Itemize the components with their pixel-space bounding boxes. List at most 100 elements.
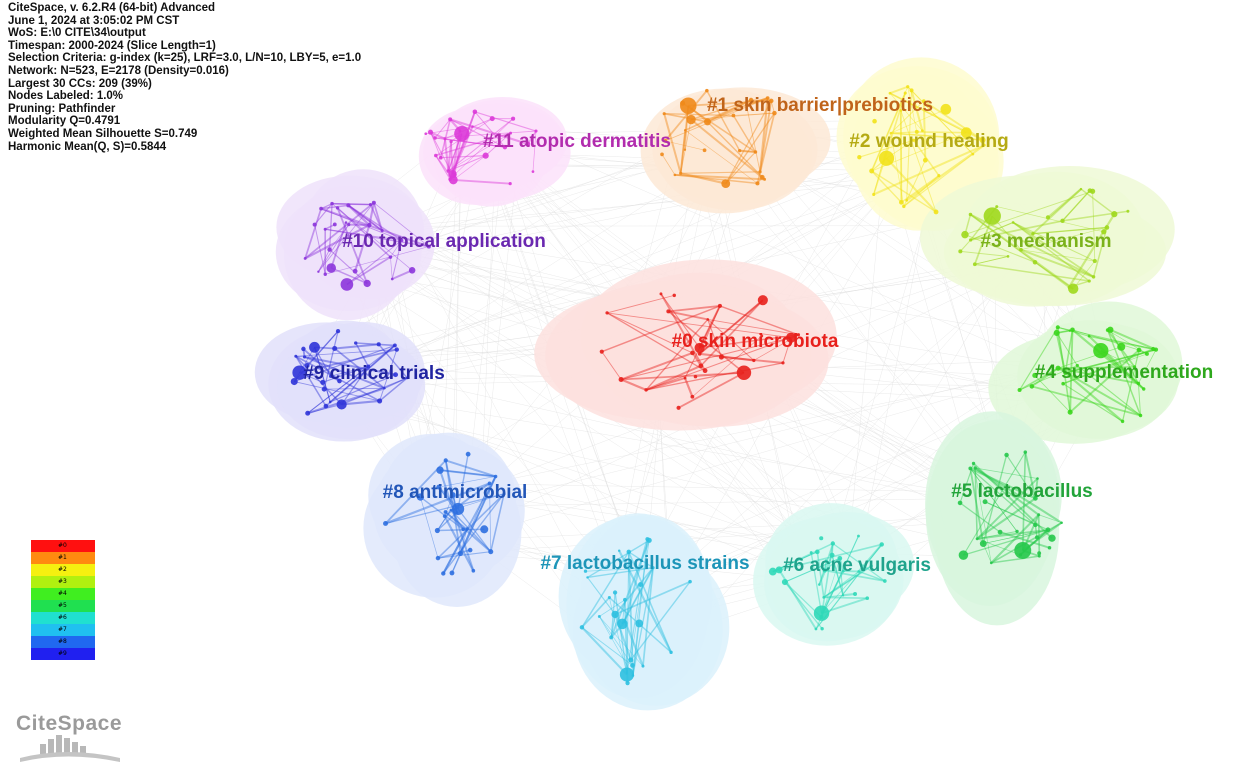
- citation-node: [995, 205, 999, 209]
- cluster-edge: [436, 509, 452, 531]
- citation-node: [641, 664, 645, 668]
- cluster-edge: [871, 170, 902, 203]
- cluster-edge: [329, 345, 396, 403]
- citation-node: [451, 502, 465, 516]
- cluster-edge: [1020, 249, 1095, 262]
- cluster-edge: [818, 543, 834, 585]
- citation-node: [1017, 388, 1022, 393]
- citation-node: [869, 168, 875, 174]
- citation-node: [922, 99, 926, 103]
- citation-node: [888, 91, 892, 95]
- cluster-edge: [739, 150, 756, 153]
- summary-line: Weighted Mean Silhouette S=0.749: [8, 127, 198, 140]
- citation-node: [1105, 328, 1110, 332]
- cluster-edge: [295, 355, 327, 407]
- citation-node: [1142, 387, 1146, 391]
- citation-node: [899, 109, 903, 112]
- cluster-edge: [1057, 367, 1139, 385]
- cluster-edge: [664, 113, 734, 117]
- cluster-label: #4 supplementation: [1035, 362, 1213, 383]
- citation-node: [488, 549, 494, 555]
- citation-node: [1055, 365, 1061, 371]
- citation-node: [461, 527, 466, 532]
- cluster-edge: [784, 557, 841, 583]
- cluster-edge: [369, 204, 383, 231]
- citation-node: [1104, 225, 1110, 230]
- citation-node: [511, 116, 516, 121]
- citation-node: [377, 398, 383, 404]
- cluster-edge: [448, 132, 511, 172]
- cluster-area: [368, 433, 497, 557]
- summary-line: Timespan: 2000-2024 (Slice Length=1): [8, 39, 216, 52]
- citation-node: [366, 364, 371, 369]
- citation-node: [323, 272, 327, 276]
- cluster-edge: [645, 334, 799, 391]
- citation-node: [1047, 546, 1052, 550]
- citation-node: [693, 374, 698, 379]
- cluster-edge: [599, 599, 626, 617]
- cluster-edge: [970, 213, 1094, 278]
- citation-node: [736, 365, 752, 380]
- citation-node: [305, 410, 311, 416]
- citation-node: [814, 627, 818, 631]
- cluster-edge: [970, 221, 1014, 241]
- cluster-edge: [620, 337, 792, 381]
- cluster-edge: [448, 155, 486, 172]
- cluster-edge: [294, 381, 380, 402]
- summary-line: Pruning: Pathfinder: [8, 102, 116, 115]
- cluster-edge: [725, 151, 756, 185]
- citation-node: [1032, 259, 1038, 265]
- cluster-edge: [341, 366, 369, 405]
- citespace-logo: CiteSpace: [12, 708, 124, 764]
- citation-node: [605, 311, 609, 315]
- legend-swatch: #4: [31, 588, 95, 600]
- citation-node: [1034, 535, 1039, 540]
- citation-node: [914, 129, 919, 134]
- citation-node: [1093, 342, 1109, 359]
- citation-node: [354, 341, 358, 345]
- citation-node: [683, 148, 687, 151]
- cluster-edge: [1109, 328, 1157, 351]
- cluster-edge: [1065, 349, 1157, 374]
- cluster-area: [768, 519, 904, 640]
- citation-node: [961, 230, 969, 239]
- network-edges: [293, 85, 1157, 684]
- cluster-edge: [330, 366, 369, 377]
- cluster-edge: [1121, 349, 1140, 422]
- citation-node: [753, 150, 758, 154]
- citation-node: [1037, 554, 1041, 558]
- summary-line: Nodes Labeled: 1.0%: [8, 90, 124, 103]
- summary-line: WoS: E:\0 CITE\34\output: [8, 27, 146, 40]
- cluster-edge: [1037, 514, 1041, 557]
- citation-node: [304, 363, 310, 369]
- cluster-edge: [1057, 367, 1142, 417]
- citation-node: [312, 222, 317, 227]
- cluster-edge: [390, 240, 402, 258]
- citation-node: [317, 270, 320, 273]
- cluster-edge: [1063, 353, 1148, 384]
- citation-node: [906, 85, 910, 89]
- cluster-edge: [439, 469, 496, 478]
- cluster-label: #1 skin barrier|prebiotics: [707, 95, 933, 116]
- cluster-edge: [983, 529, 1049, 544]
- citation-node: [332, 222, 337, 227]
- citation-node: [449, 508, 453, 512]
- citation-node: [690, 394, 695, 399]
- cluster-edge: [982, 454, 1008, 544]
- cluster-edge: [435, 130, 537, 139]
- cluster-edge: [890, 132, 983, 141]
- cluster-edge: [970, 468, 1018, 532]
- cluster-edge: [329, 249, 368, 284]
- citation-node: [531, 170, 535, 173]
- cluster-edge: [489, 483, 492, 552]
- citation-node: [971, 152, 975, 156]
- cluster-edge: [839, 558, 844, 596]
- cluster-edge: [685, 130, 758, 184]
- cluster-edge: [614, 580, 691, 616]
- cluster-edge: [299, 348, 397, 374]
- citation-node: [829, 552, 835, 558]
- citation-node: [626, 549, 632, 555]
- cluster-edge: [355, 342, 395, 347]
- cluster-area: [640, 88, 807, 214]
- citation-node: [487, 481, 492, 486]
